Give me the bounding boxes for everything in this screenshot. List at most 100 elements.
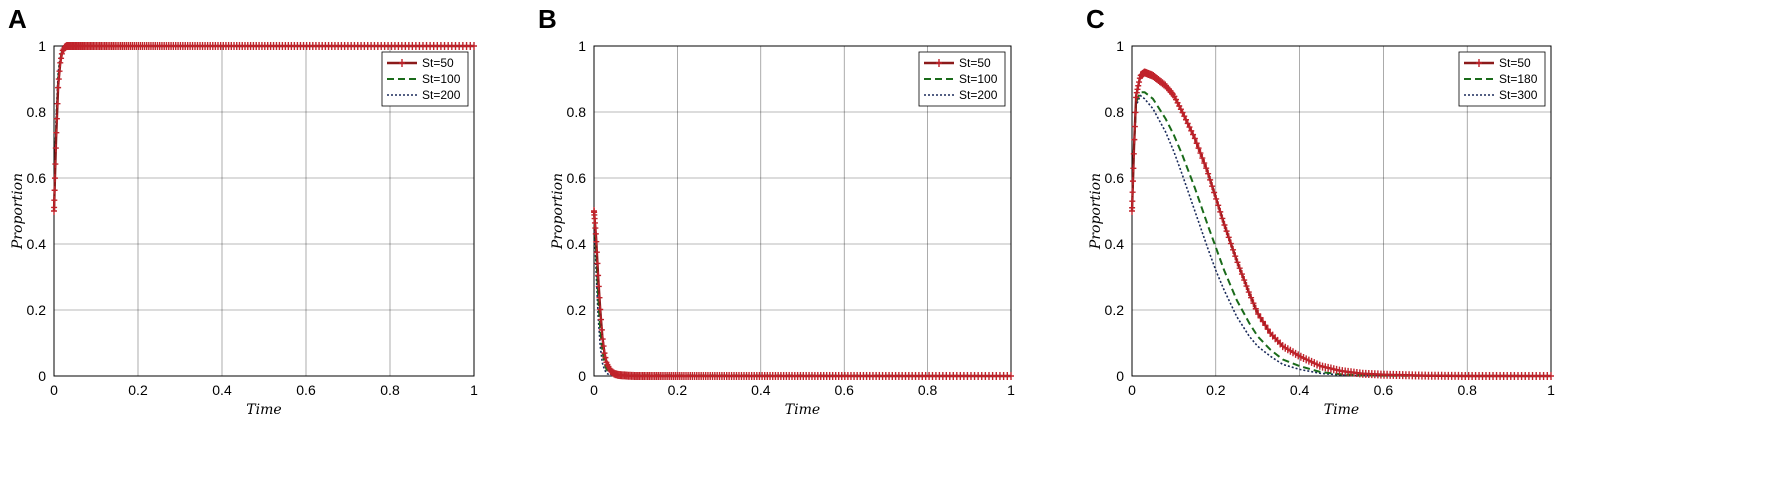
y-tick-label: 0.4: [567, 236, 587, 252]
series-marker: [1129, 188, 1136, 197]
series-marker: [56, 67, 63, 76]
series-marker: [598, 315, 605, 324]
legend-entry: St=100: [422, 72, 461, 86]
legend-entry: St=300: [1499, 88, 1538, 102]
legend-marker: [399, 59, 405, 67]
series-line-st-200: [593, 210, 1012, 377]
series-marker: [51, 174, 58, 183]
legend-marker: [1476, 59, 1482, 67]
series-marker: [1131, 135, 1138, 144]
series-marker: [594, 259, 601, 268]
y-axis-label: Proportion: [550, 173, 566, 250]
y-tick-label: 0: [38, 368, 46, 384]
series-marker: [51, 196, 58, 205]
x-tick-label: 0.2: [1206, 382, 1226, 398]
series-marker: [1311, 359, 1318, 368]
series-marker: [1234, 258, 1241, 267]
series-marker: [1195, 144, 1202, 153]
legend-entry: St=100: [959, 72, 998, 86]
series-marker: [58, 54, 65, 63]
series-marker: [1136, 78, 1143, 87]
series-marker: [1243, 282, 1250, 291]
y-tick-label: 0.8: [1105, 104, 1125, 120]
series-marker: [599, 335, 606, 344]
series-marker: [1132, 108, 1139, 117]
y-axis-label: Proportion: [1088, 173, 1104, 250]
series-marker: [1236, 264, 1243, 273]
series-marker: [52, 160, 59, 169]
series-marker: [1209, 182, 1216, 191]
x-tick-label: 0.6: [1374, 382, 1394, 398]
y-tick-label: 0.8: [567, 104, 587, 120]
x-tick-label: 0: [1128, 382, 1136, 398]
x-tick-label: 0.4: [212, 382, 232, 398]
series-marker: [1135, 81, 1142, 90]
legend-box: [381, 51, 469, 107]
y-tick-label: 0: [578, 368, 586, 384]
series-marker: [1207, 175, 1214, 184]
x-tick-label: 0.8: [1457, 382, 1477, 398]
series-marker: [1129, 177, 1136, 186]
x-tick-label: 0: [50, 382, 58, 398]
x-tick-label: 0.6: [296, 382, 316, 398]
y-tick-label: 1: [578, 38, 586, 54]
panel-label: B: [538, 4, 557, 34]
series-marker: [602, 353, 609, 362]
series-marker: [54, 99, 61, 108]
series-marker: [1248, 293, 1255, 302]
series-marker: [593, 248, 600, 257]
series-marker: [1250, 299, 1257, 308]
series-marker: [1134, 85, 1141, 94]
y-tick-label: 0.4: [1105, 236, 1125, 252]
series-marker: [592, 229, 599, 238]
series-marker: [598, 325, 605, 334]
series-marker: [1221, 220, 1228, 229]
legend-entry: St=50: [1499, 56, 1531, 70]
series-marker: [1252, 304, 1259, 313]
y-axis-label: Proportion: [10, 173, 26, 250]
series-marker: [1203, 164, 1210, 173]
y-tick-label: 0.2: [1105, 302, 1125, 318]
legend-entry: St=50: [422, 56, 454, 70]
series-marker: [1130, 149, 1137, 158]
legend-box: [918, 51, 1006, 107]
x-tick-label: 0.4: [751, 382, 771, 398]
legend-entry: St=200: [422, 88, 461, 102]
series-marker: [1232, 252, 1239, 261]
series-marker: [58, 49, 65, 58]
series-marker: [1211, 188, 1218, 197]
series-marker: [1219, 214, 1226, 223]
series-marker: [1193, 139, 1200, 148]
panel-b: B 0 0.2 0.4 0.6 0.8 1 0 0.2 0.4 0.6 0.8 1 Time Propor…: [538, 0, 1100, 480]
panel-c: C 0 0.2 0.4 0.6 0.8 1 0 0.2 0.4 0.6 0.8 1 Time Propor…: [1080, 0, 1772, 480]
legend-entry: St=200: [959, 88, 998, 102]
y-tick-label: 0.2: [567, 302, 587, 318]
x-tick-label: 0.8: [380, 382, 400, 398]
series-marker: [51, 186, 58, 195]
legend-entry: St=180: [1499, 72, 1538, 86]
chart-c: 0 0.2 0.4 0.6 0.8 1 0 0.2 0.4 0.6 0.8 1 Time Proporti…: [1088, 38, 1555, 418]
panel-label: C: [1086, 4, 1105, 34]
y-tick-label: 1: [38, 38, 46, 54]
series-marker: [1191, 134, 1198, 143]
series-marker: [1316, 361, 1323, 370]
y-tick-label: 0.4: [27, 236, 47, 252]
y-tick-label: 0.6: [567, 170, 587, 186]
series-marker: [1238, 270, 1245, 279]
x-axis-label: Time: [1324, 402, 1359, 418]
series-marker: [1217, 207, 1224, 216]
series-marker: [596, 293, 603, 302]
series-marker: [1548, 372, 1554, 380]
series-marker: [1131, 122, 1138, 131]
series-marker: [57, 58, 64, 67]
x-tick-label: 0.2: [128, 382, 148, 398]
y-tick-label: 0.6: [1105, 170, 1125, 186]
series-line-st-300: [1131, 94, 1552, 377]
x-tick-label: 0.2: [668, 382, 688, 398]
series-marker: [52, 144, 59, 153]
series-marker: [1129, 197, 1136, 206]
legend-entry: St=50: [959, 56, 991, 70]
series-marker: [1223, 227, 1230, 236]
series-marker: [1245, 288, 1252, 297]
series-marker: [1130, 164, 1137, 173]
